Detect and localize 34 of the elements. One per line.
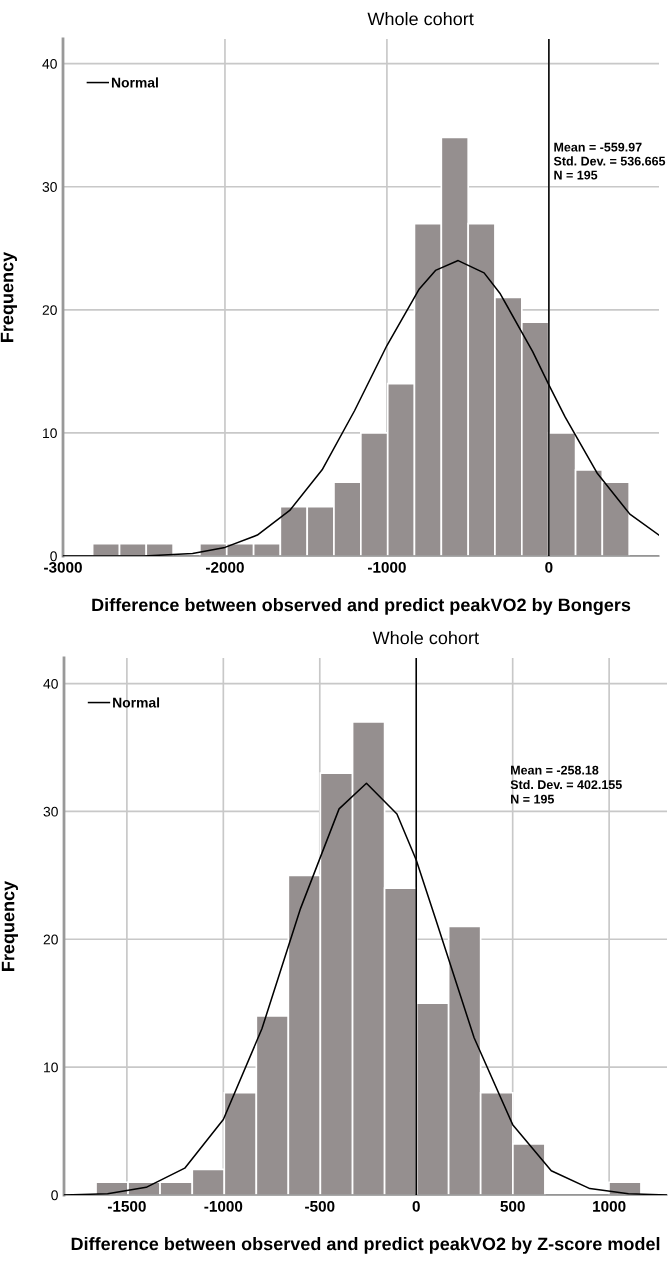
- chart-title: Whole cohort: [372, 631, 479, 645]
- x-tick-label: 0: [412, 1200, 420, 1212]
- y-tick-label: 20: [42, 305, 57, 315]
- x-tick-label: 500: [500, 1200, 525, 1212]
- x-tick-label: 1000: [593, 1200, 626, 1212]
- x-tick-label: -1000: [367, 561, 406, 573]
- y-tick-label: 0: [51, 1190, 58, 1201]
- x-axis-title: Difference between observed and predict peakVO2 by Bongers: [92, 598, 631, 615]
- y-tick-label: 30: [42, 182, 57, 192]
- y-tick-label: 30: [43, 806, 58, 817]
- annotation: Mean = -559.97: [554, 142, 642, 152]
- y-axis-title: Frequency: [1, 880, 18, 971]
- y-tick-label: 10: [43, 428, 57, 439]
- annotation: N = 195: [511, 794, 554, 804]
- legend-label: Normal: [113, 697, 160, 708]
- x-tick-label: -500: [305, 1200, 335, 1212]
- legend-label: Normal: [111, 77, 158, 88]
- x-tick-label: -3000: [44, 561, 82, 573]
- annotation: Mean = -258.18: [511, 765, 599, 775]
- annotation: N = 195: [554, 170, 598, 180]
- x-tick-label: -2000: [206, 561, 244, 573]
- x-tick-label: -1000: [204, 1200, 243, 1212]
- y-tick-label: 40: [42, 58, 57, 69]
- x-tick-label: -1500: [107, 1200, 146, 1212]
- y-tick-label: 20: [43, 934, 58, 945]
- x-tick-label: 0: [545, 561, 553, 573]
- y-axis-title: Frequency: [0, 251, 17, 342]
- chart-title: Whole cohort: [367, 12, 474, 26]
- annotation: Std. Dev. = 402.155: [510, 779, 622, 790]
- annotation: Std. Dev. = 536.665: [553, 156, 666, 166]
- y-tick-label: 40: [43, 678, 58, 689]
- x-axis-title: Difference between observed and predict peakVO2 by Z-score model: [71, 1237, 660, 1254]
- y-tick-label: 10: [44, 1062, 58, 1073]
- y-tick-label: 0: [50, 551, 57, 562]
